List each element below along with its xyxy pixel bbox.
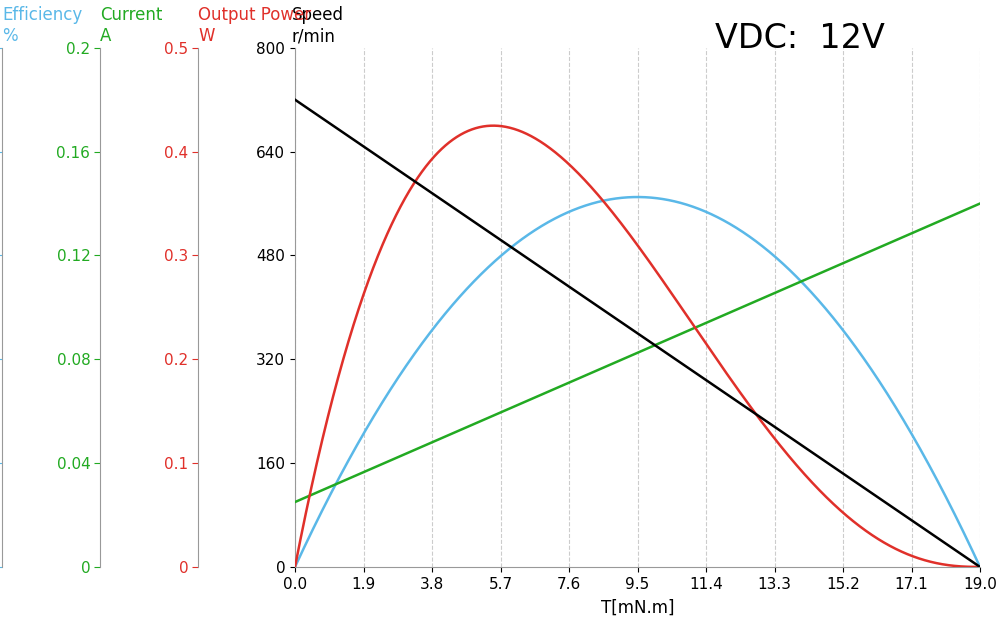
- X-axis label: T[mN.m]: T[mN.m]: [601, 599, 674, 617]
- Text: Current
A: Current A: [100, 6, 162, 45]
- Text: Efficiency
%: Efficiency %: [2, 6, 82, 45]
- Text: VDC:  12V: VDC: 12V: [715, 22, 885, 55]
- Text: Speed
r/min: Speed r/min: [292, 6, 344, 45]
- Text: Output Power
W: Output Power W: [198, 6, 311, 45]
